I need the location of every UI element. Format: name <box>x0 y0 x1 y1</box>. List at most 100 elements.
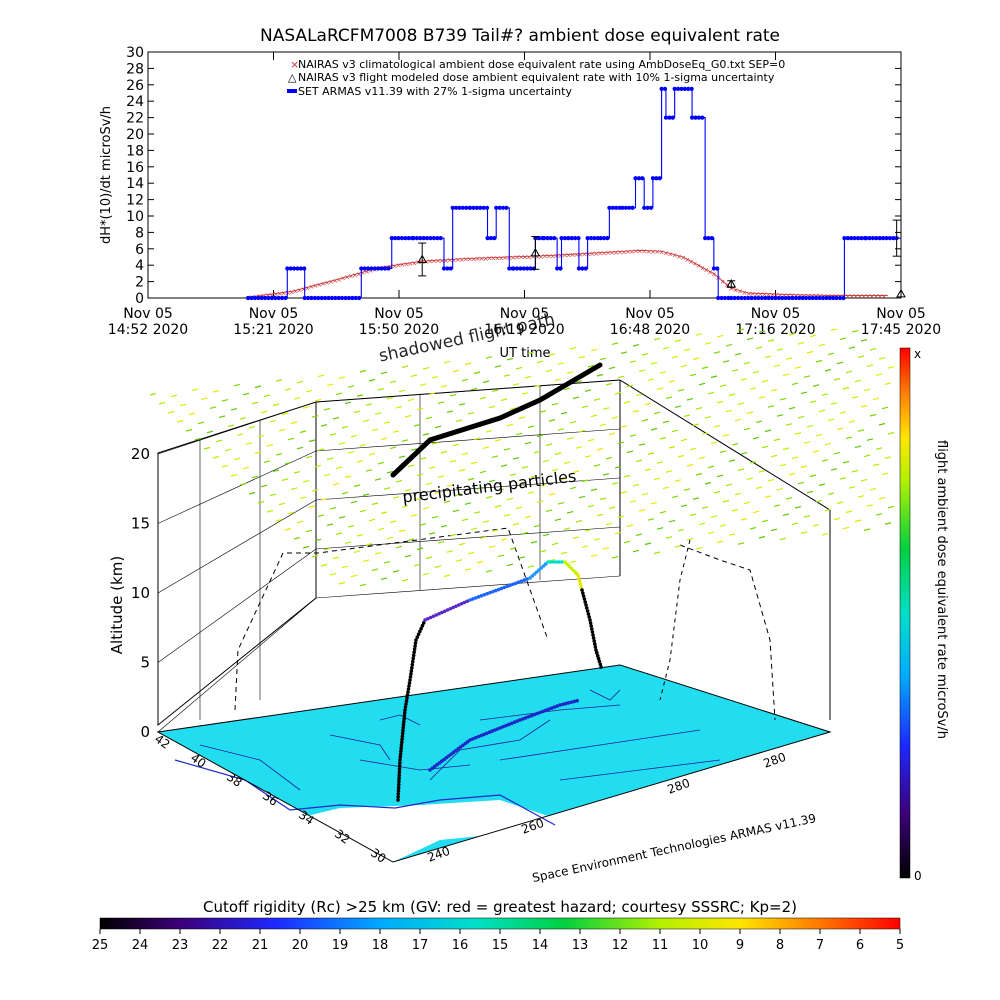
particle-mark <box>707 391 715 395</box>
particle-mark <box>692 423 700 426</box>
particle-mark <box>599 357 607 361</box>
flight-point <box>408 678 412 682</box>
particle-mark <box>611 416 619 419</box>
flight-point <box>525 577 529 581</box>
particle-mark <box>854 519 862 523</box>
nairas-clim-point: × <box>845 293 851 301</box>
particle-mark <box>611 556 619 559</box>
particle-mark <box>869 413 877 417</box>
particle-mark <box>596 447 604 451</box>
armas-point <box>312 295 317 301</box>
nairas-clim-point: × <box>320 280 326 288</box>
flight-point <box>407 681 412 685</box>
nairas-clim-point: × <box>861 293 867 301</box>
flight-point <box>397 773 402 778</box>
armas-point <box>709 236 715 241</box>
flight-point <box>538 710 542 715</box>
armas-point <box>797 295 802 301</box>
particle-mark <box>347 451 355 454</box>
nairas-clim-point: × <box>459 256 465 264</box>
flight-point <box>411 653 416 658</box>
particle-mark <box>614 391 622 395</box>
armas-point <box>572 236 578 241</box>
map-boundary <box>429 719 551 781</box>
particle-mark <box>770 528 778 532</box>
nairas-clim-point: × <box>667 251 673 259</box>
particle-mark <box>515 432 523 436</box>
nairas-clim-point: × <box>447 257 453 265</box>
particle-mark <box>815 499 823 503</box>
particle-mark <box>860 339 868 342</box>
flight-point <box>470 737 475 741</box>
armas-point <box>246 295 251 301</box>
armas-point <box>548 236 553 241</box>
armas-point <box>820 295 826 301</box>
armas-point <box>645 205 650 210</box>
particle-mark <box>476 560 484 564</box>
particle-mark <box>611 482 619 485</box>
armas-point <box>662 86 668 91</box>
particle-mark <box>836 361 844 365</box>
nairas-clim-point: × <box>550 252 556 260</box>
particle-mark <box>446 410 454 413</box>
particle-mark <box>416 547 424 551</box>
particle-mark <box>773 438 781 442</box>
particle-mark <box>332 416 340 420</box>
particle-mark <box>791 456 799 460</box>
armas-point <box>369 266 374 271</box>
particle-mark <box>608 506 616 510</box>
nairas-clim-point: × <box>754 290 760 298</box>
nairas-clim-point: × <box>301 285 307 293</box>
flight-point <box>509 721 514 726</box>
particle-mark <box>380 511 388 515</box>
flight-point <box>397 776 401 781</box>
particle-mark <box>647 452 655 455</box>
particle-mark <box>269 493 277 497</box>
flight-point <box>596 656 601 661</box>
armas-point <box>263 295 268 301</box>
nairas-clim-point: × <box>467 255 473 263</box>
particle-mark <box>284 462 292 465</box>
flight-point <box>403 708 407 712</box>
particle-mark <box>515 366 523 370</box>
nairas-clim-point: × <box>605 249 611 257</box>
nairas-clim-point: × <box>676 253 682 261</box>
particle-mark <box>704 481 712 485</box>
particle-mark <box>362 559 370 562</box>
particle-mark <box>608 432 616 436</box>
armas-point <box>488 236 494 241</box>
particle-mark <box>824 442 832 446</box>
flight-point <box>426 616 430 621</box>
particle-mark <box>527 565 535 568</box>
nairas-clim-point: × <box>654 248 660 256</box>
particle-mark <box>797 415 805 419</box>
flight-point <box>591 636 596 640</box>
particle-mark <box>269 419 277 423</box>
armas-point <box>601 236 607 241</box>
nairas-clim-point: × <box>360 269 366 277</box>
armas-point <box>648 205 654 210</box>
particle-mark <box>416 473 424 477</box>
flight-point <box>413 641 418 645</box>
particle-mark <box>851 330 859 333</box>
nairas-clim-point: × <box>502 254 508 262</box>
armas-point <box>650 176 656 181</box>
particle-mark <box>482 380 490 384</box>
particle-mark <box>497 554 505 558</box>
particle-mark <box>650 362 658 365</box>
nairas-clim-point: × <box>273 291 279 299</box>
particle-mark <box>794 366 802 369</box>
particle-mark <box>821 393 829 396</box>
rigidity-colorbar-gradient <box>99 917 901 930</box>
particle-mark <box>377 387 385 391</box>
y-tick-label: 26 <box>126 78 144 94</box>
particle-mark <box>779 397 787 401</box>
armas-point <box>614 205 619 210</box>
particle-mark <box>815 433 823 437</box>
particle-mark <box>542 459 550 463</box>
armas-point <box>729 295 734 301</box>
particle-mark <box>521 392 529 395</box>
particle-mark <box>236 433 244 436</box>
nairas-clim-point: × <box>646 248 652 256</box>
